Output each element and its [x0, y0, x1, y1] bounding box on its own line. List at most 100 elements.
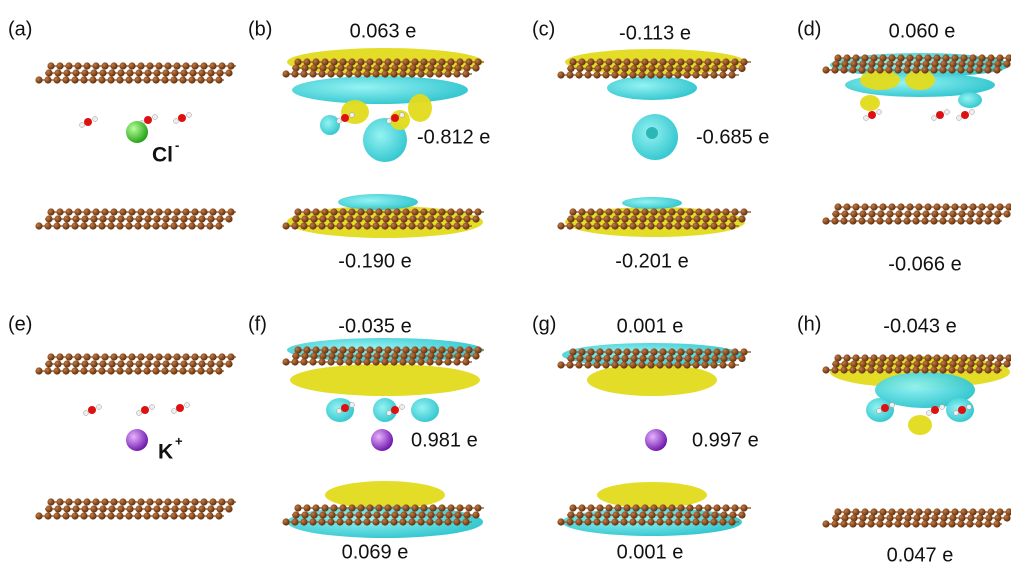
carbon-atom	[382, 511, 389, 518]
carbon-atom	[72, 215, 79, 222]
carbon-atom	[832, 60, 839, 67]
carbon-atom	[650, 58, 657, 65]
carbon-atom	[161, 367, 168, 374]
carbon-atom	[976, 514, 983, 521]
carbon-atom	[921, 66, 928, 73]
carbon-atom	[711, 355, 718, 362]
carbon-atom	[822, 520, 829, 527]
carbon-atom	[337, 511, 344, 518]
carbon-atom	[319, 511, 326, 518]
hydrogen-atom	[150, 405, 155, 410]
carbon-atom	[435, 222, 442, 229]
carbon-atom	[155, 353, 162, 360]
carbon-atom	[197, 76, 204, 83]
carbon-atom	[903, 366, 910, 373]
carbon-atom	[447, 504, 454, 511]
carbon-atom	[740, 208, 747, 215]
carbon-atom	[567, 215, 574, 222]
carbon-atom	[429, 208, 436, 215]
carbon-atom	[629, 222, 636, 229]
carbon-atom	[921, 217, 928, 224]
carbon-atom	[438, 504, 445, 511]
carbon-atom	[895, 360, 902, 367]
carbon-atom	[603, 355, 610, 362]
carbon-atom	[110, 62, 117, 69]
carbon-atom	[692, 361, 699, 368]
carbon-atom	[152, 76, 159, 83]
carbon-atom	[967, 514, 974, 521]
carbon-atom	[840, 217, 847, 224]
carbon-atom	[885, 520, 892, 527]
carbon-atom	[72, 360, 79, 367]
carbon-atom	[960, 203, 967, 210]
carbon-atom	[894, 520, 901, 527]
carbon-atom	[859, 60, 866, 67]
carbon-atom	[465, 504, 472, 511]
carbon-atom	[134, 367, 141, 374]
carbon-atom	[933, 203, 940, 210]
yellow-isosurface	[408, 94, 432, 122]
carbon-atom	[108, 215, 115, 222]
carbon-atom	[647, 222, 654, 229]
carbon-atom	[337, 352, 344, 359]
carbon-atom	[594, 215, 601, 222]
carbon-atom	[146, 208, 153, 215]
carbon-atom	[144, 215, 151, 222]
carbon-atom	[426, 70, 433, 77]
carbon-atom	[182, 498, 189, 505]
charge-top: -0.035 e	[338, 315, 411, 337]
carbon-atom	[418, 64, 425, 71]
carbon-atom	[44, 367, 51, 374]
carbon-atom	[456, 504, 463, 511]
carbon-atom	[89, 76, 96, 83]
carbon-atom	[885, 366, 892, 373]
carbon-atom	[587, 208, 594, 215]
carbon-atom	[985, 60, 992, 67]
carbon-atom	[605, 348, 612, 355]
carbon-atom	[831, 66, 838, 73]
carbon-atom	[354, 222, 361, 229]
carbon-atom	[218, 498, 225, 505]
cyan-isosurface	[411, 398, 439, 422]
carbon-atom	[940, 514, 947, 521]
carbon-atom	[218, 208, 225, 215]
carbon-atom	[180, 360, 187, 367]
carbon-atom	[162, 505, 169, 512]
charge-ion: -0.685 e	[696, 126, 769, 148]
carbon-atom	[346, 511, 353, 518]
carbon-atom	[188, 76, 195, 83]
hydrogen-atom	[967, 405, 972, 410]
carbon-atom	[191, 353, 198, 360]
carbon-atom	[629, 361, 636, 368]
carbon-atom	[99, 505, 106, 512]
carbon-atom	[189, 505, 196, 512]
carbon-atom	[867, 217, 874, 224]
carbon-atom	[957, 366, 964, 373]
carbon-atom	[630, 65, 637, 72]
carbon-atom	[318, 70, 325, 77]
carbon-atom	[411, 208, 418, 215]
carbon-atom	[110, 353, 117, 360]
carbon-atom	[116, 222, 123, 229]
carbon-atom	[729, 355, 736, 362]
carbon-atom	[605, 58, 612, 65]
carbon-atom	[53, 222, 60, 229]
carbon-atom	[903, 520, 910, 527]
carbon-atom	[921, 366, 928, 373]
carbon-atom	[182, 62, 189, 69]
carbon-atom	[345, 518, 352, 525]
carbon-atom	[585, 215, 592, 222]
carbon-atom	[912, 66, 919, 73]
carbon-atom	[400, 352, 407, 359]
carbon-atom	[135, 360, 142, 367]
carbon-atom	[566, 222, 573, 229]
carbon-atom	[701, 518, 708, 525]
carbon-atom	[939, 366, 946, 373]
carbon-atom	[381, 358, 388, 365]
carbon-atom	[390, 518, 397, 525]
hydrogen-atom	[185, 403, 190, 408]
oxygen-atom	[176, 404, 184, 412]
hydrogen-atom	[927, 411, 932, 416]
carbon-atom	[117, 69, 124, 76]
charge-bottom: 0.047 e	[887, 544, 954, 565]
